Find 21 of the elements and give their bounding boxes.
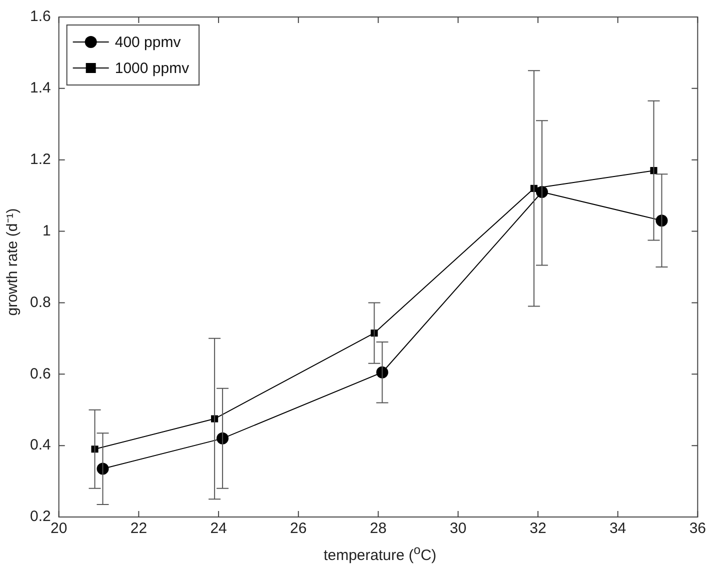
x-axis-title: temperature ($^{o}$C) [324, 543, 436, 564]
x-tick-label: 32 [530, 520, 546, 538]
y-tick-label: 1.2 [30, 151, 51, 168]
y-tick-label: 1.6 [30, 8, 51, 26]
y-tick-label: 0.8 [30, 294, 51, 311]
y-tick-label: 0.6 [30, 365, 51, 382]
x-tick-label: 22 [130, 520, 148, 538]
y-axis-title: growth rate (d⁻¹) [3, 208, 21, 316]
legend-label: 400 ppmv [114, 34, 182, 52]
y-tick-label: 1.4 [30, 80, 51, 97]
y-tick-label: 0.2 [30, 508, 51, 526]
x-tick-label: 26 [290, 520, 307, 538]
x-tick-label: 34 [609, 520, 626, 538]
x-tick-label: 24 [210, 520, 227, 538]
y-tick-label: 1 [42, 222, 51, 240]
legend-label: 1000 ppmv [114, 60, 190, 78]
x-tick-label: 36 [689, 520, 706, 538]
x-tick-label: 20 [50, 520, 68, 538]
y-tick-label: 0.4 [30, 436, 51, 454]
x-tick-label: 30 [450, 520, 466, 538]
x-tick-label: 28 [370, 520, 387, 538]
